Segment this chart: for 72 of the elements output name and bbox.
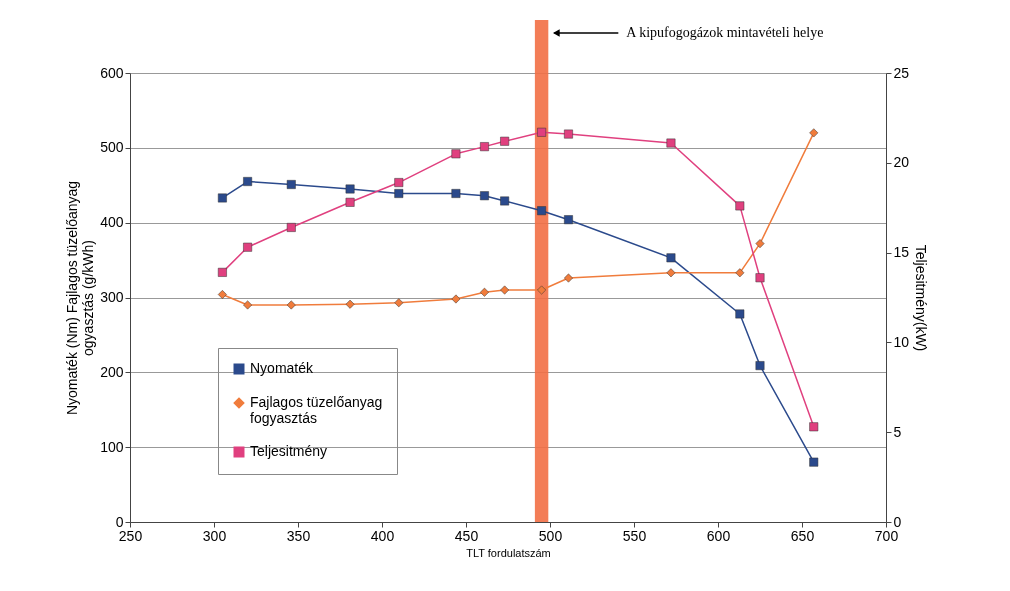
point [345,184,355,194]
point [809,457,819,467]
point [755,361,765,371]
point [394,298,404,308]
x-tick-label: 500 [538,527,563,544]
point [286,300,296,310]
point [480,142,489,152]
point [451,149,461,159]
point [451,189,461,198]
point [537,127,547,137]
x-axis-title: TLT fordulatszám [466,546,551,559]
y2-tick-label: 20 [893,154,910,171]
x-tick-label: 700 [874,527,899,544]
x-tick-label: 350 [286,527,311,544]
y2-tick-label: 5 [893,423,902,440]
y-tick-label: 600 [100,64,124,81]
y-axis-title: Nyomaték (Nm) Fajlagos tüzelőanyag ogyasztás (g/kWh) [64,180,97,416]
point [735,309,745,319]
point [243,177,253,186]
point [666,253,676,263]
point [217,267,227,277]
x-tick-label: 400 [370,527,395,544]
legend-label: Nyomaték [250,360,315,376]
point [243,300,253,310]
point [537,285,547,295]
point [345,197,355,207]
point [666,268,676,278]
point [809,422,819,432]
legend-label: Fajlagos tüzelőanyag fogyasztás [250,394,383,426]
x-tick-label: 650 [790,527,815,544]
y-tick-label: 500 [100,139,124,156]
x-tick-label: 250 [118,527,143,544]
point [480,191,489,201]
x-tick-label: 550 [622,527,647,544]
y-tick-label: 200 [100,363,124,380]
y-tick-label: 100 [100,438,124,455]
y-tick-label: 0 [115,513,124,530]
point [500,196,510,206]
point [394,189,404,198]
point [394,178,404,187]
y-tick-label: 300 [100,289,124,305]
point [500,285,510,295]
point [537,206,547,216]
point [243,242,253,252]
point [755,273,765,283]
y2-axis-title: Teljesitmény(kW) [913,244,930,352]
point [755,239,765,249]
y-tick-label: 400 [100,214,124,231]
point [217,290,227,299]
point [564,273,573,283]
point [451,294,461,304]
point [286,223,296,232]
y2-tick-label: 15 [893,244,910,261]
point [564,215,573,225]
point [286,180,296,189]
point [809,128,819,138]
point [345,299,355,309]
point [500,136,510,146]
y2-tick-label: 0 [893,513,902,530]
x-tick-label: 450 [454,527,479,544]
point [666,138,676,148]
point [735,201,745,211]
y2-tick-label: 10 [893,333,910,350]
band-label: A kipufogogázok mintavételi helye [626,25,824,40]
point [217,193,227,203]
point [564,129,573,139]
point [735,268,745,278]
point [480,287,489,297]
y2-tick-label: 25 [893,64,910,81]
x-tick-label: 600 [706,527,731,544]
legend-label: Teljesitmény [250,443,328,459]
x-tick-label: 300 [202,527,227,544]
